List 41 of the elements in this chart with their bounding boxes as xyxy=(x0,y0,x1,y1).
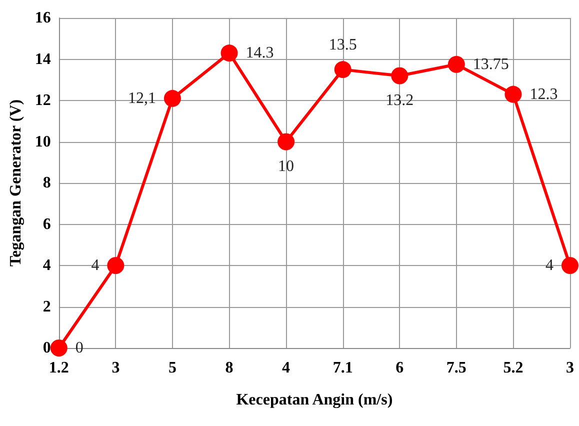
y-tick-label: 8 xyxy=(42,174,51,192)
y-tick-label: 6 xyxy=(42,216,51,233)
data-label: 12.3 xyxy=(530,86,558,103)
point xyxy=(278,133,295,150)
data-label: 13.2 xyxy=(386,92,414,109)
data-label: 4 xyxy=(91,257,100,274)
data-label: 13.75 xyxy=(472,56,509,73)
x-tick-label: 1.2 xyxy=(48,360,69,376)
point xyxy=(220,44,238,62)
y-tick-label: 4 xyxy=(42,257,51,274)
y-tick-label: 12 xyxy=(34,92,51,109)
x-tick-label: 4 xyxy=(282,360,290,376)
y-tick-label: 2 xyxy=(42,298,51,316)
point xyxy=(391,67,408,84)
data-label: 4 xyxy=(546,257,554,274)
point xyxy=(334,61,352,78)
y-tick-label: 10 xyxy=(34,133,51,150)
x-tick-label: 5 xyxy=(168,360,176,376)
data-label: 14.3 xyxy=(246,44,274,62)
x-tick-label: 7.1 xyxy=(332,360,353,376)
point xyxy=(107,257,124,274)
data-label: 10 xyxy=(278,158,294,175)
x-tick-label: 6 xyxy=(396,360,404,376)
x-tick-label: 5.2 xyxy=(503,360,524,376)
point xyxy=(164,90,181,107)
y-tick-label: 0 xyxy=(42,340,51,356)
x-tick-label: 3 xyxy=(112,360,120,376)
x-tick-label: 3 xyxy=(566,360,574,376)
x-axis-title: Kecepatan Angin (m/s) xyxy=(236,392,393,408)
y-axis-title: Tegangan Generator (V) xyxy=(8,99,24,267)
x-tick-label: 8 xyxy=(225,360,234,376)
point xyxy=(448,56,465,73)
point xyxy=(562,257,578,274)
point xyxy=(504,86,522,103)
data-label: 12,1 xyxy=(128,90,156,107)
y-tick-label: 16 xyxy=(34,10,51,26)
data-label: 13.5 xyxy=(328,36,357,54)
point xyxy=(50,340,68,356)
y-tick-label: 14 xyxy=(34,50,51,68)
data-label: 0 xyxy=(75,340,84,356)
x-tick-label: 7.5 xyxy=(446,360,466,376)
